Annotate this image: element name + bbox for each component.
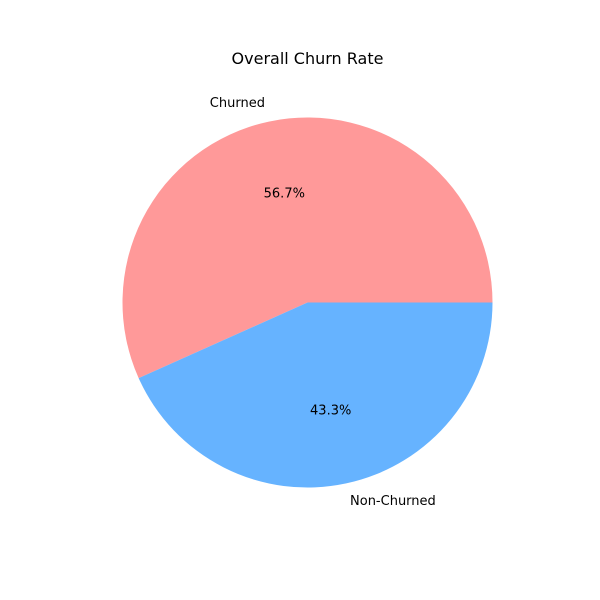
slice-label-churned: Churned	[210, 96, 265, 111]
slice-percent-non-churned: 43.3%	[310, 404, 351, 419]
slice-label-non-churned: Non-Churned	[350, 494, 436, 509]
pie-slices	[122, 117, 493, 488]
chart-title: Overall Churn Rate	[232, 49, 384, 68]
slice-percent-churned: 56.7%	[264, 186, 305, 201]
pie-slice-non-churned	[138, 302, 493, 488]
pie-slice-churned	[122, 117, 493, 379]
pie-labels: Churned 56.7% Non-Churned 43.3%	[210, 96, 436, 509]
